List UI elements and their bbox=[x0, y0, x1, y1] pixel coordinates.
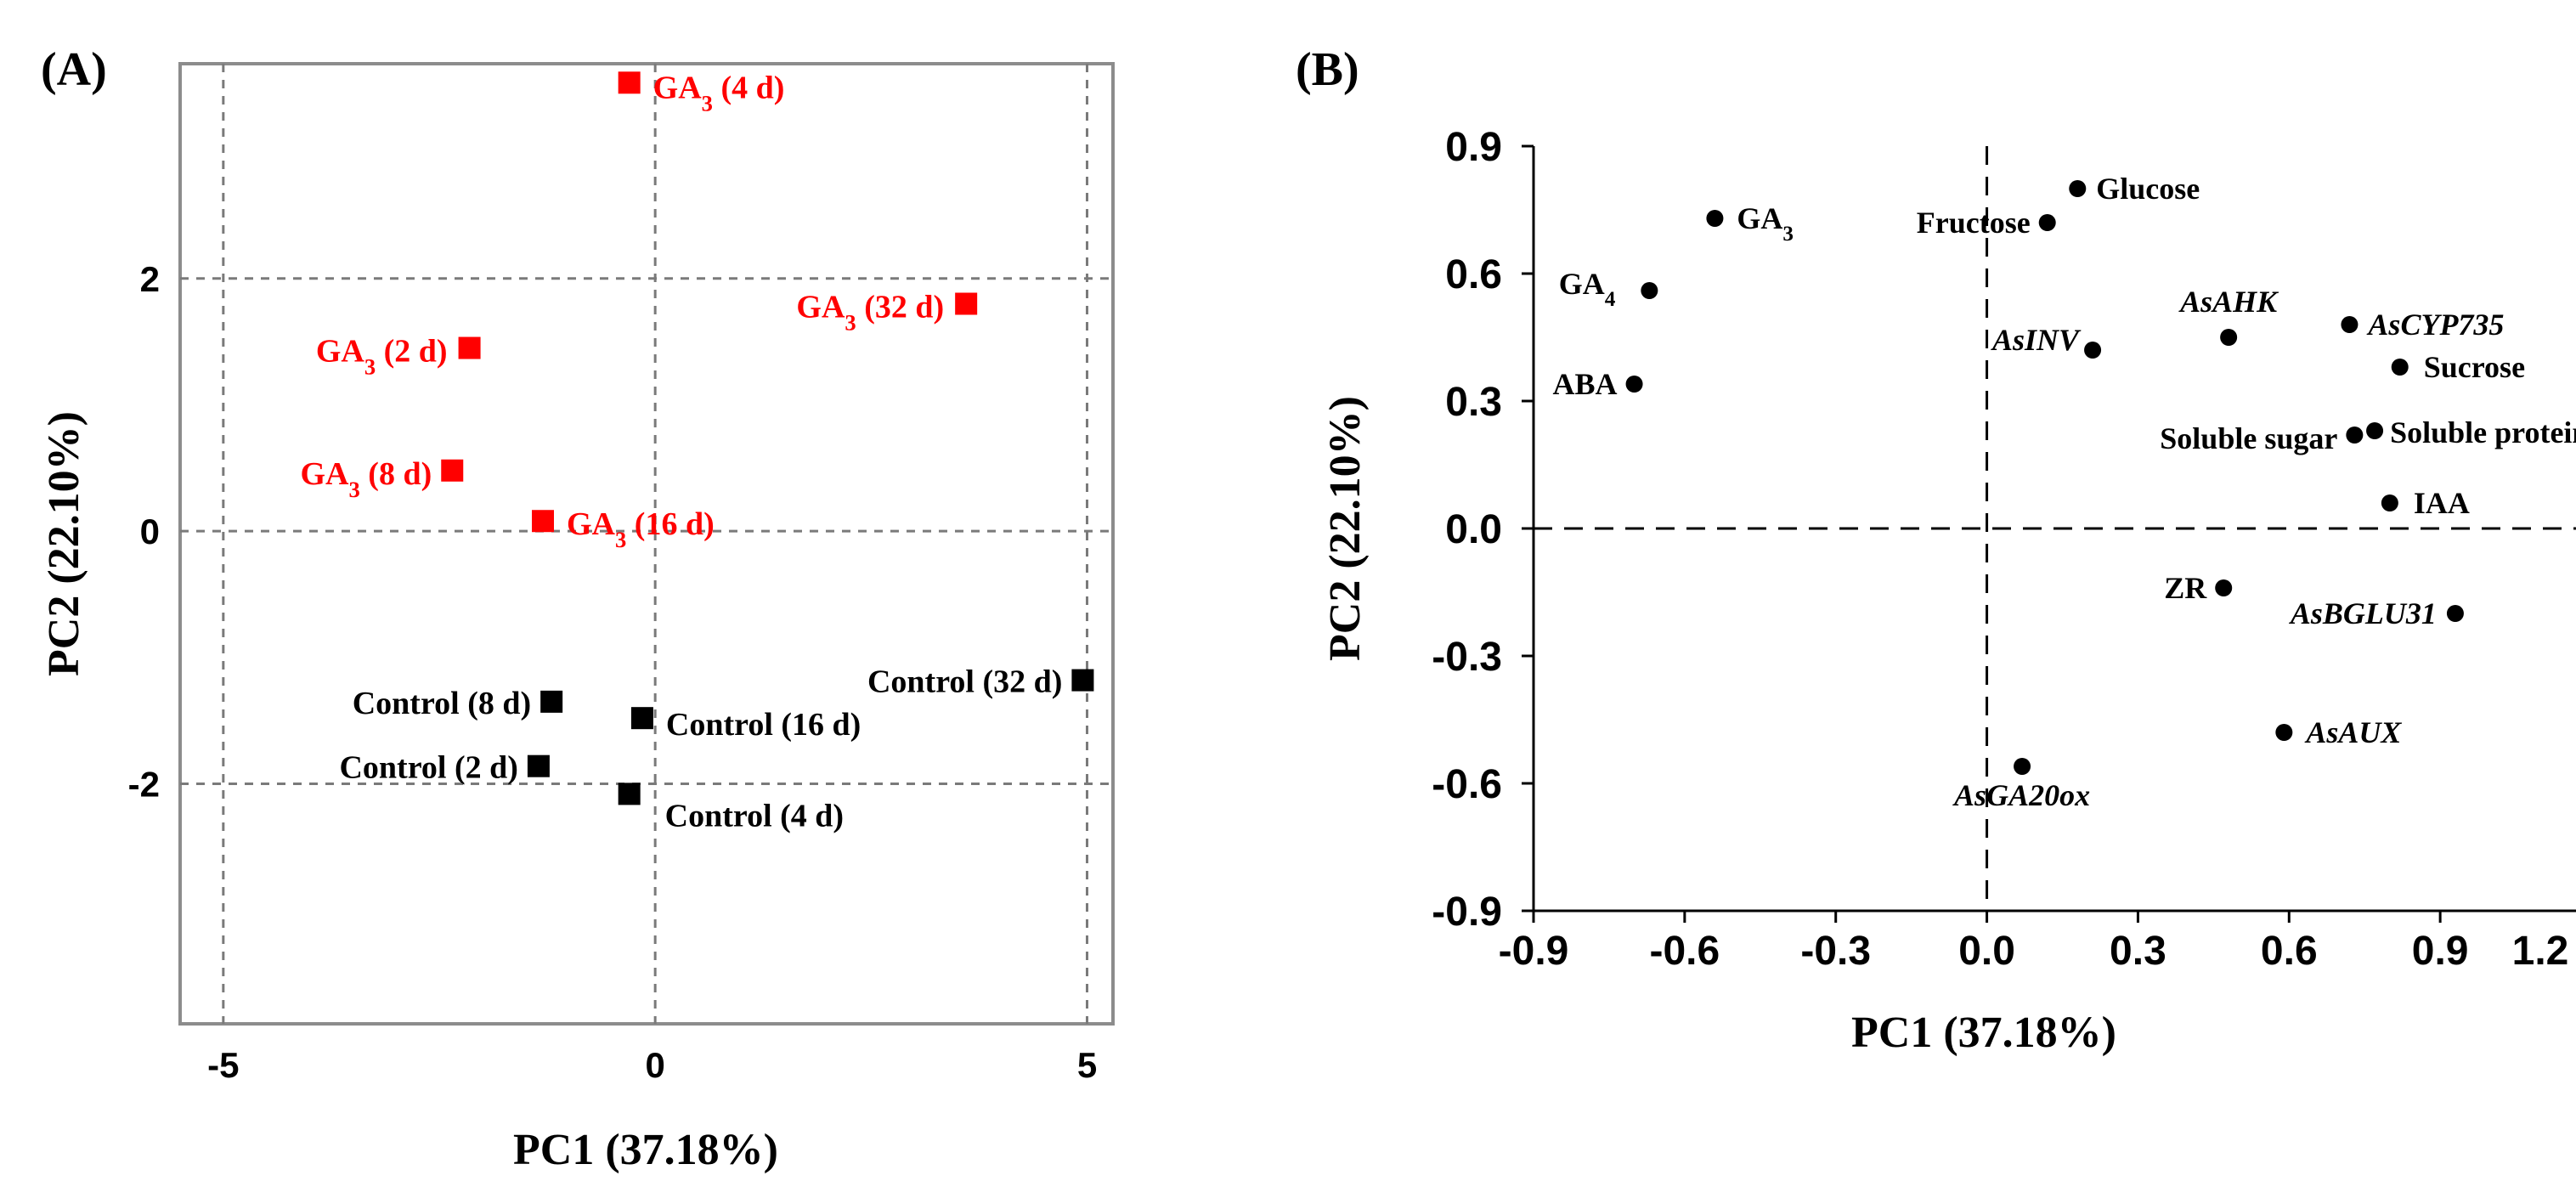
panel-a-marker-ga3-8-d bbox=[441, 459, 464, 482]
panel-b-point-label-fructose: Fructose bbox=[1917, 206, 2031, 240]
panel-a-x-tick-label-5: -5 bbox=[207, 1045, 239, 1085]
panel-b-y-axis-label: PC2 (22.10%) bbox=[1321, 396, 1370, 661]
panel-a-x-tick-label-0: 0 bbox=[645, 1045, 664, 1085]
panel-a-y-tick-label-0: 0 bbox=[140, 511, 160, 551]
panel-a-y-tick-label-2: 2 bbox=[140, 259, 160, 299]
panel-b-point-ascyp735 bbox=[2341, 316, 2359, 333]
panel-b-point-label-ascyp735: AsCYP735 bbox=[2366, 308, 2504, 342]
panel-b-y-tick-label-0-9: 0.9 bbox=[1445, 125, 1502, 170]
panel-b-x-tick-label-0-0: 0.0 bbox=[1958, 929, 2015, 974]
panel-a-point-label-ga3-32-d: GA3 (32 d) bbox=[796, 290, 944, 336]
panel-b-point-label-asinv: AsINV bbox=[1991, 323, 2082, 357]
panel-b-x-tick-label-0-6: -0.6 bbox=[1649, 929, 1720, 974]
panel-a-marker-control-16-d bbox=[630, 707, 653, 730]
panel-b-point-label-soluble-protein: Soluble protein bbox=[2390, 415, 2576, 449]
panel-b-y-tick-label-0-0: 0.0 bbox=[1445, 507, 1502, 552]
panel-a-point-label-ga3-4-d: GA3 (4 d) bbox=[653, 70, 785, 116]
panel-a-point-label-control-32-d: Control (32 d) bbox=[867, 664, 1062, 700]
panel-a-point-label-control-2-d: Control (2 d) bbox=[339, 750, 517, 786]
panel-a-label: (A) bbox=[41, 43, 107, 96]
panel-a: (A) -5 0 5 -2 0 2 GA3 (4 d) GA3 (32 d) GA3 (2 d… bbox=[40, 43, 1115, 1174]
panel-a-ticks: -5 0 5 -2 0 2 bbox=[128, 259, 1098, 1085]
panel-b-zero-lines bbox=[1534, 146, 2576, 911]
panel-a-point-label-ga3-8-d: GA3 (8 d) bbox=[301, 456, 432, 502]
panel-b-y-tick-label-0-3: -0.3 bbox=[1432, 635, 1502, 680]
panel-b-x-tick-label-0-3: -0.3 bbox=[1800, 929, 1871, 974]
panel-b-points: Glucose GA3 Fructose GA4 AsAHK AsCYP735 AsINV S… bbox=[1553, 172, 2576, 812]
panel-b-point-ga3 bbox=[1706, 210, 1724, 227]
panel-b-x-tick-label-0-6: 0.6 bbox=[2261, 929, 2318, 974]
panel-b-point-label-glucose: Glucose bbox=[2096, 172, 2200, 206]
panel-b-point-glucose bbox=[2069, 180, 2087, 197]
panel-a-x-axis-label: PC1 (37.18%) bbox=[513, 1126, 778, 1174]
panel-a-points: GA3 (4 d) GA3 (32 d) GA3 (2 d) GA3 (8 d) GA3… bbox=[301, 70, 1094, 833]
panel-a-point-label-ga3-2-d: GA3 (2 d) bbox=[316, 334, 448, 380]
panel-b-point-sucrose bbox=[2391, 359, 2409, 376]
panel-b-x-axis-label: PC1 (37.18%) bbox=[1851, 1009, 2116, 1057]
panel-a-point-label-control-8-d: Control (8 d) bbox=[353, 686, 531, 721]
panel-b-point-aba bbox=[1625, 376, 1643, 393]
panel-b-point-asbglu31 bbox=[2446, 605, 2464, 622]
panel-a-marker-ga3-4-d bbox=[618, 71, 641, 94]
panel-a-grid bbox=[180, 64, 1113, 1024]
panel-b-point-label-zr: ZR bbox=[2164, 571, 2207, 605]
panel-b-point-label-sucrose: Sucrose bbox=[2424, 350, 2525, 384]
panel-b-y-tick-label-0-9: -0.9 bbox=[1432, 890, 1502, 935]
panel-b-point-asga20ox bbox=[2014, 758, 2031, 775]
panel-a-marker-control-4-d bbox=[618, 783, 641, 805]
panel-b-point-label-asaux: AsAUX bbox=[2304, 715, 2402, 749]
panel-a-x-tick-label-5: 5 bbox=[1077, 1045, 1097, 1085]
panel-b-point-label-asbglu31: AsBGLU31 bbox=[2289, 596, 2437, 630]
panel-b-point-asahk bbox=[2220, 329, 2238, 346]
panel-b-label: (B) bbox=[1296, 43, 1359, 96]
panel-a-marker-control-8-d bbox=[540, 690, 563, 713]
panel-b-point-label-ga3: GA3 bbox=[1737, 201, 1794, 246]
panel-a-marker-ga3-32-d bbox=[955, 292, 978, 315]
panel-b-point-fructose bbox=[2038, 214, 2056, 231]
panel-b-y-tick-label-0-6: -0.6 bbox=[1432, 762, 1502, 807]
panel-a-marker-control-2-d bbox=[527, 754, 550, 777]
panel-a-marker-ga3-16-d bbox=[532, 510, 554, 533]
panel-a-frame bbox=[178, 62, 1115, 1026]
panel-b-point-label-asga20ox: AsGA20ox bbox=[1952, 778, 2090, 812]
panel-a-point-label-control-16-d: Control (16 d) bbox=[666, 707, 861, 743]
panel-b-x-tick-label-0-9: -0.9 bbox=[1499, 929, 1569, 974]
panel-a-point-label-ga3-16-d: GA3 (16 d) bbox=[567, 506, 715, 552]
panel-b-point-asaux bbox=[2275, 724, 2293, 741]
panel-b: (B) -0.9 -0.6 -0.3 0.0 0.3 0.6 0.9 1.2-0.9-0.6-… bbox=[1296, 43, 2576, 1057]
panel-b-y-tick-label-0-6: 0.6 bbox=[1445, 252, 1502, 297]
panel-b-x-tick-label-0-3: 0.3 bbox=[2110, 929, 2166, 974]
panel-b-point-label-aba: ABA bbox=[1553, 367, 1618, 401]
panel-b-ticks: -0.9 -0.6 -0.3 0.0 0.3 0.6 0.9 1.2 -0.9 -0.6 -0.3 0… bbox=[1432, 125, 2569, 974]
panel-a-y-tick-label-2: -2 bbox=[128, 765, 160, 805]
panel-b-x-tick-label-0-9: 0.9 bbox=[2412, 929, 2469, 974]
panel-a-y-axis-label: PC2 (22.10%) bbox=[40, 411, 88, 676]
panel-b-point-ga4 bbox=[1641, 282, 1658, 299]
panel-b-point-soluble-protein bbox=[2366, 422, 2384, 439]
panel-b-point-label-ga4: GA4 bbox=[1559, 267, 1616, 311]
panel-b-point-zr bbox=[2215, 579, 2233, 596]
panel-b-point-label-iaa: IAA bbox=[2414, 486, 2470, 520]
panel-a-marker-ga3-2-d bbox=[458, 336, 481, 359]
panel-b-point-asinv bbox=[2084, 342, 2102, 359]
panel-b-point-soluble-sugar bbox=[2346, 427, 2364, 444]
panel-a-point-label-control-4-d: Control (4 d) bbox=[665, 798, 844, 833]
panel-b-x-tick-label-1-2: 1.2 bbox=[2512, 929, 2569, 974]
panel-b-point-iaa bbox=[2381, 494, 2398, 511]
panel-b-point-label-asahk: AsAHK bbox=[2178, 285, 2279, 319]
panel-b-point-label-soluble-sugar: Soluble sugar bbox=[2160, 421, 2337, 455]
panel-a-marker-control-32-d bbox=[1071, 669, 1094, 692]
panel-b-y-tick-label-0-3: 0.3 bbox=[1445, 380, 1502, 425]
